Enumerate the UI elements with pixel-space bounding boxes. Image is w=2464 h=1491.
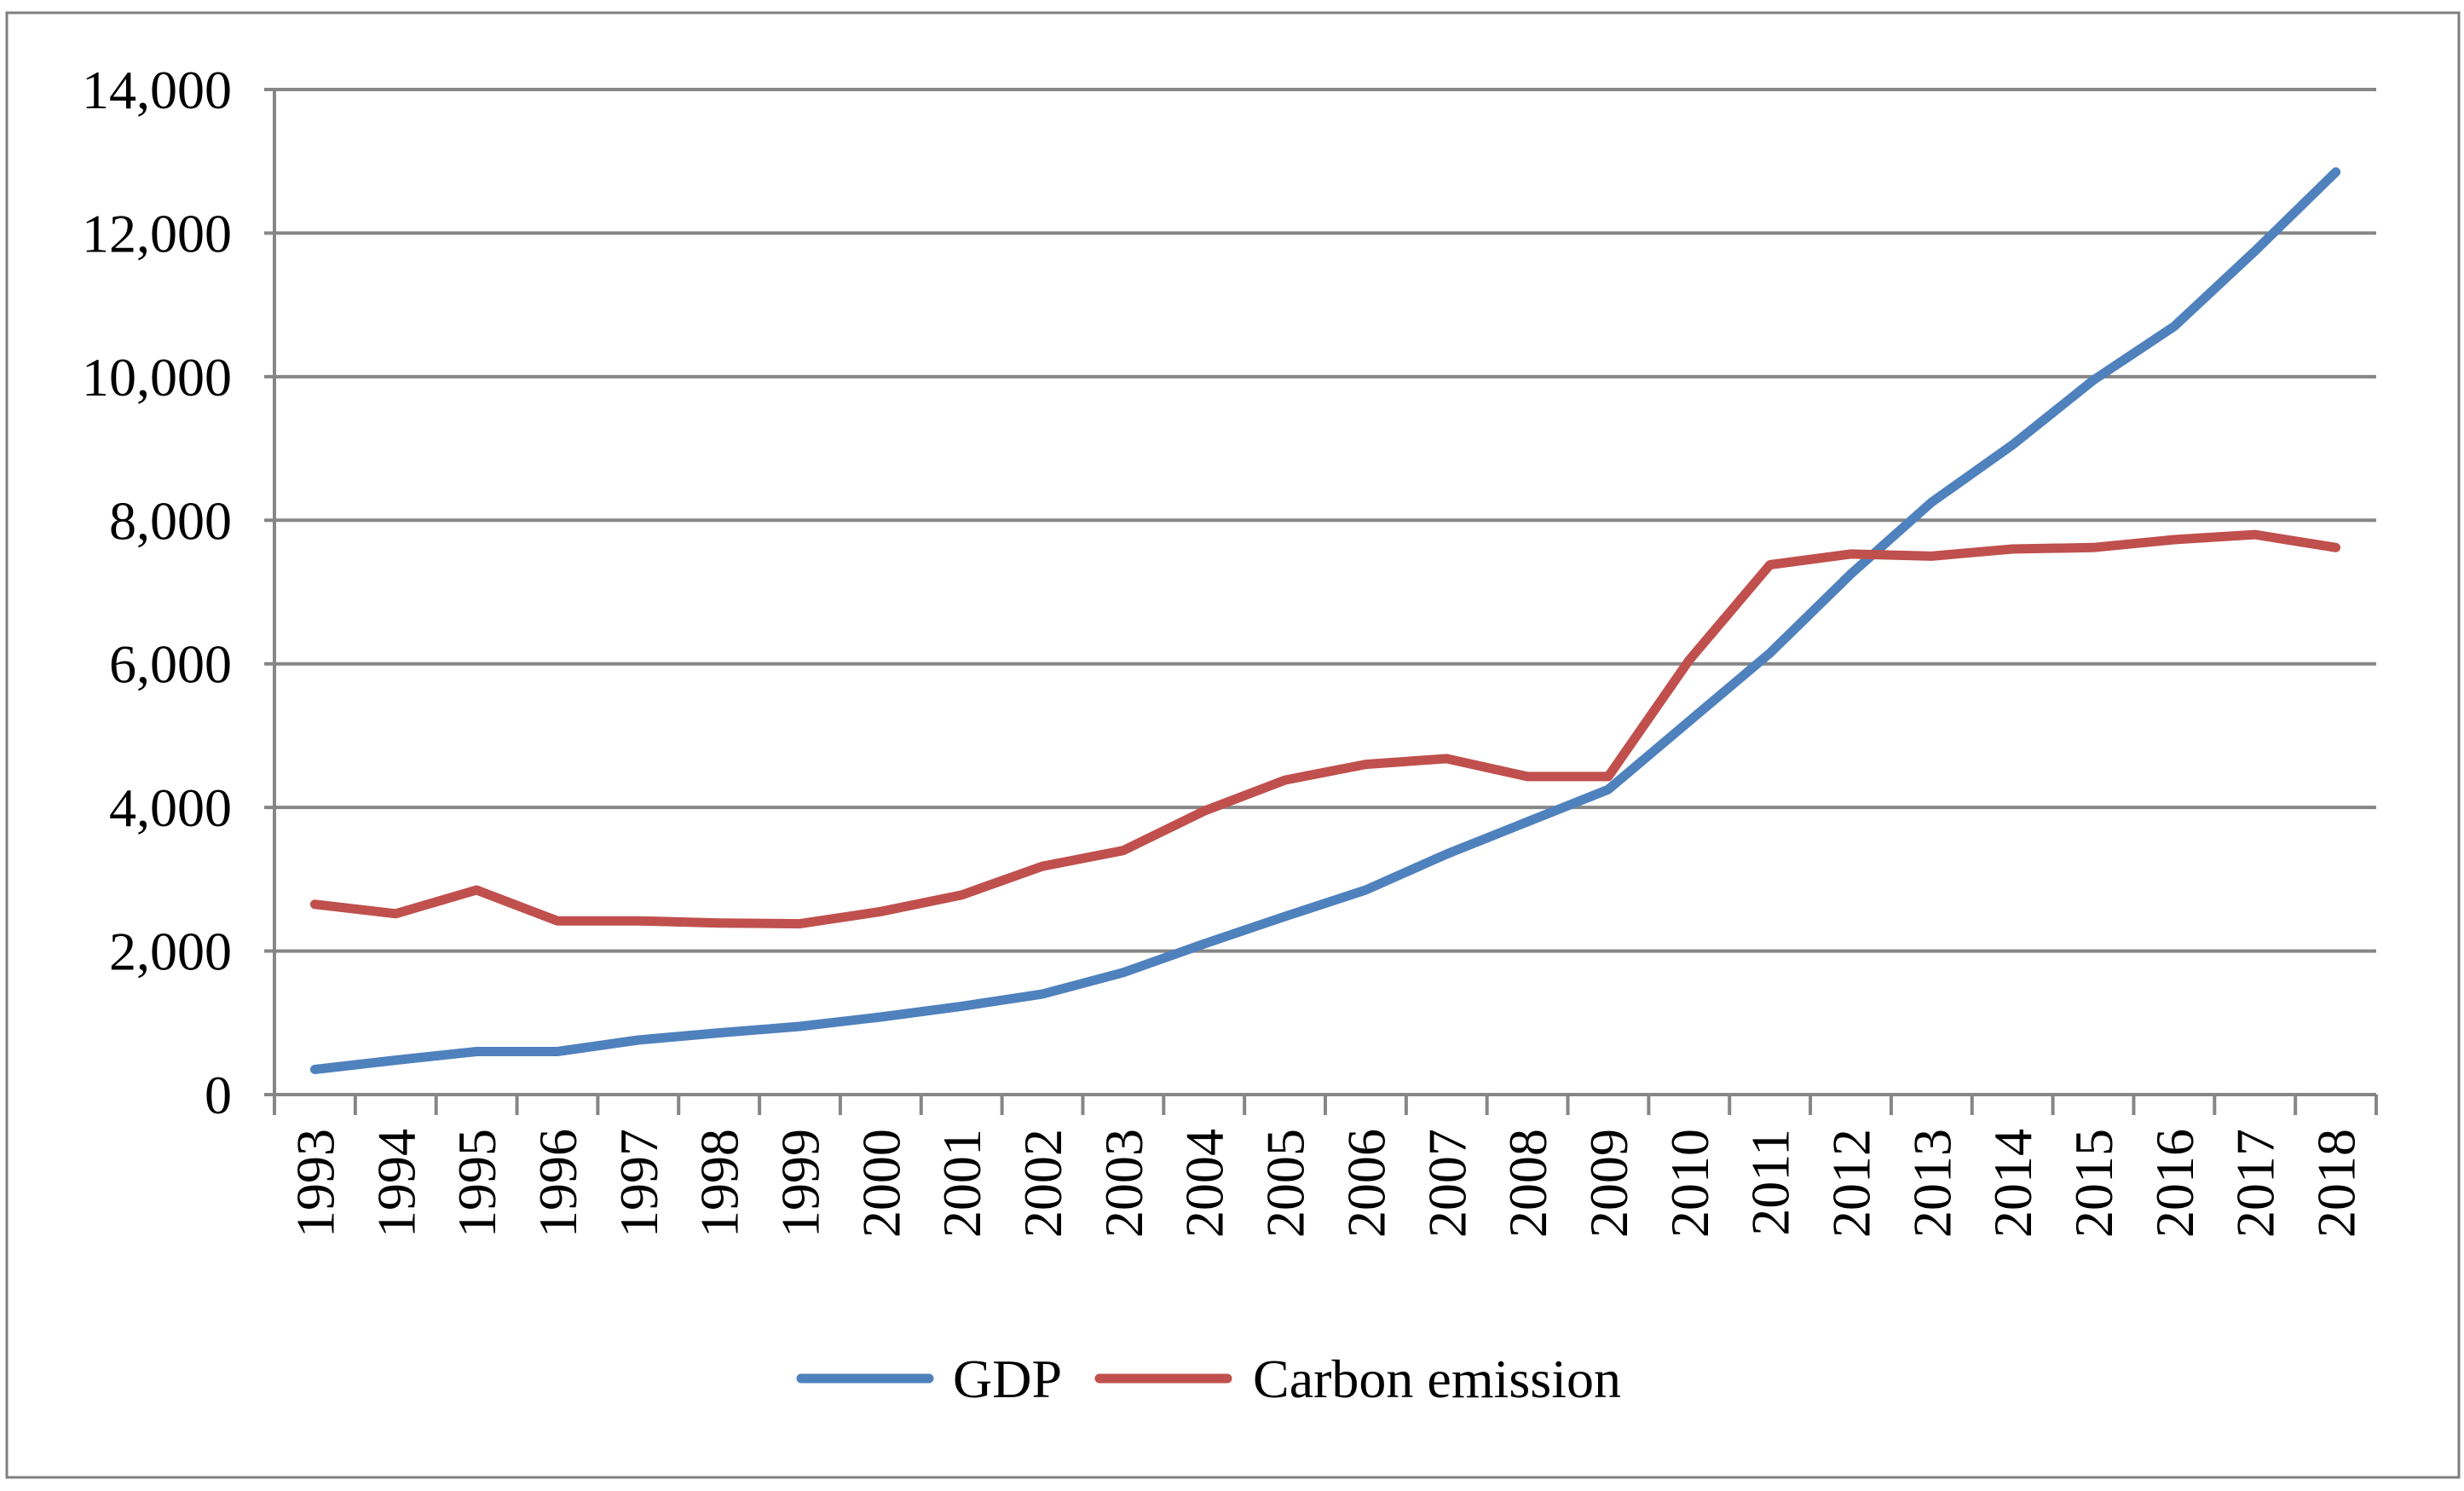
x-tick-label: 2013: [1901, 1129, 1962, 1238]
x-tick-label: 2012: [1821, 1129, 1882, 1238]
x-tick-label: 2011: [1740, 1129, 1801, 1236]
y-tick-label: 12,000: [82, 203, 232, 263]
x-tick-label: 2018: [2306, 1129, 2367, 1238]
x-tick-label: 1997: [609, 1129, 669, 1238]
legend-label-gdp: GDP: [953, 1349, 1062, 1409]
y-tick-label: 10,000: [82, 347, 232, 407]
y-tick-label: 2,000: [109, 922, 232, 982]
x-tick-label: 1999: [770, 1129, 831, 1238]
x-tick-label: 2008: [1497, 1129, 1558, 1238]
x-tick-label: 1994: [366, 1129, 426, 1238]
series-line-carbon-emission: [309, 529, 2341, 929]
x-tick-label: 1998: [690, 1129, 750, 1238]
x-tick-label: 2009: [1578, 1129, 1639, 1238]
x-tick-label: 2010: [1659, 1129, 1720, 1238]
x-tick-label: 2002: [1013, 1129, 1073, 1238]
x-tick-label: 1995: [447, 1129, 507, 1238]
series-line-gdp: [309, 167, 2341, 1074]
series-lines: [309, 167, 2341, 1074]
x-tick-label: 2001: [932, 1129, 992, 1238]
y-tick-label: 8,000: [109, 490, 232, 551]
y-axis-tick-labels: 0 2,000 4,000 6,000 8,000 10,000 12,000 14,000: [82, 60, 232, 1125]
gridlines: [274, 88, 2376, 953]
axes: [264, 88, 2378, 1115]
x-tick-label: 2005: [1255, 1129, 1316, 1238]
x-tick-label: 2015: [2063, 1129, 2124, 1238]
x-tick-label: 2016: [2144, 1129, 2205, 1238]
legend-label-carbon-emission: Carbon emission: [1253, 1349, 1621, 1409]
x-tick-label: 2006: [1336, 1129, 1396, 1238]
chart-border: [5, 11, 2461, 1479]
x-tick-label: 2004: [1174, 1129, 1235, 1238]
x-tick-label: 2003: [1094, 1129, 1154, 1238]
y-tick-label: 0: [205, 1065, 232, 1125]
x-tick-label: 2017: [2225, 1129, 2286, 1238]
y-tick-label: 4,000: [109, 777, 232, 838]
x-tick-label: 2007: [1417, 1129, 1477, 1238]
y-tick-label: 6,000: [109, 634, 232, 695]
x-tick-label: 1996: [528, 1129, 588, 1238]
x-tick-label: 1993: [285, 1129, 345, 1238]
legend: GDP Carbon emission: [796, 1349, 1621, 1409]
x-tick-label: 2000: [851, 1129, 911, 1238]
x-tick-label: 2014: [1982, 1129, 2043, 1238]
x-axis-tick-labels: 1993 1994 1995 1996 1997 1998 1999 2000 2001 2002…: [285, 1129, 2366, 1238]
y-tick-label: 14,000: [82, 60, 232, 120]
